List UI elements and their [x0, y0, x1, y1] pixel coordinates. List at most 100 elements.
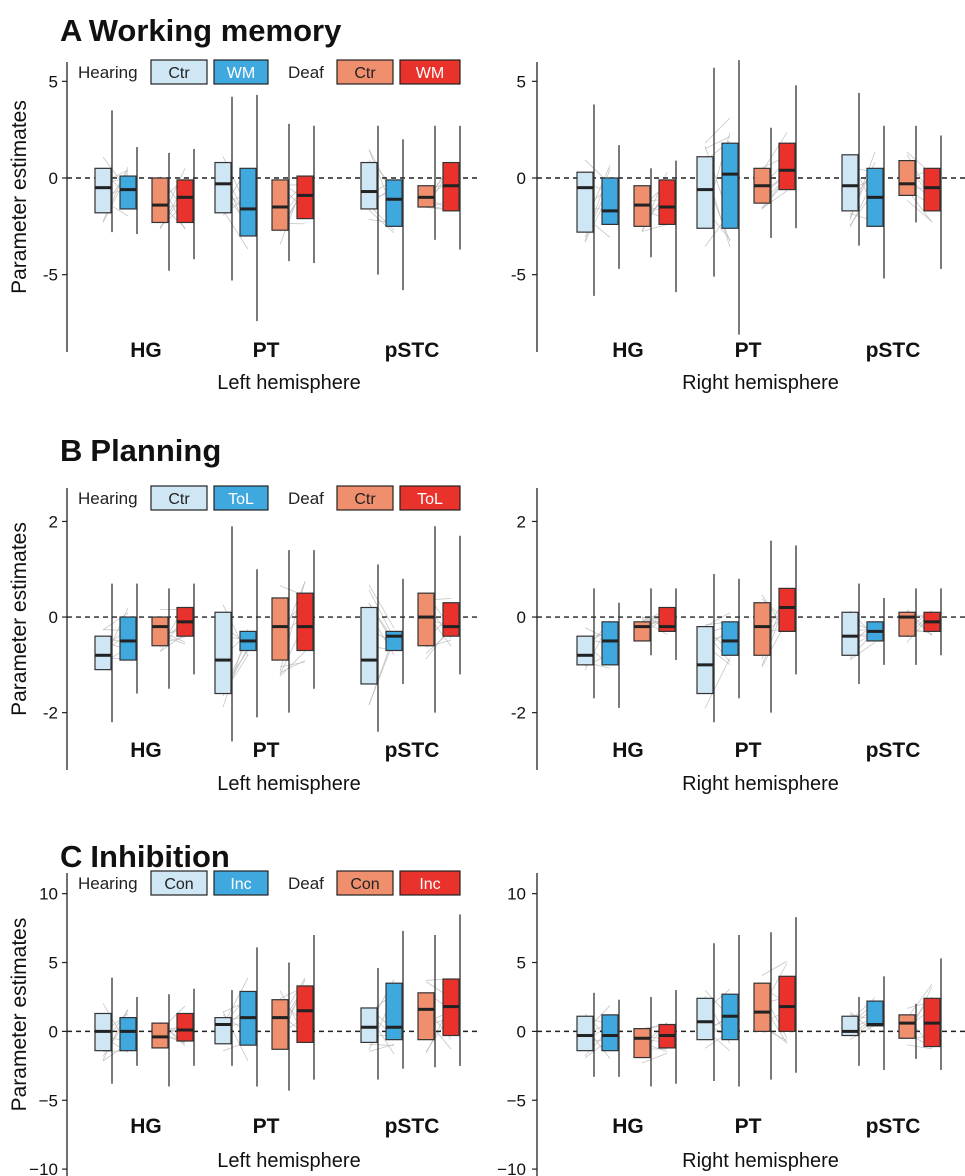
region-label-pstc: pSTC — [866, 1115, 921, 1138]
box-hearing-ctr — [842, 997, 859, 1066]
right-hemisphere-plot: 10 5 0 −5 −10 HG PT pSTC Right hemisphere — [497, 873, 965, 1176]
box-body — [867, 1001, 883, 1026]
panel-title-text: Planning — [90, 433, 221, 468]
legend-group-hearing: Hearing — [78, 63, 138, 82]
x-axis-label: Right hemisphere — [682, 773, 839, 795]
box-hearing-task — [602, 603, 619, 708]
legend-hearing-ctr-label: Con — [164, 876, 193, 893]
y-tick-label: 0 — [49, 1022, 58, 1041]
x-axis-label: Right hemisphere — [682, 372, 839, 394]
box-body — [297, 176, 313, 219]
region-pt-boxes — [697, 60, 796, 335]
legend-deaf-ctr-label: Con — [350, 876, 379, 893]
box-hearing-task — [722, 935, 739, 1087]
legend-hearing-task-label: ToL — [228, 491, 254, 508]
legend-hearing-task-label: WM — [227, 65, 255, 82]
region-label-pstc: pSTC — [385, 739, 440, 762]
legend-group-deaf: Deaf — [288, 489, 324, 508]
box-deaf-ctr — [418, 526, 435, 712]
box-deaf-task — [924, 958, 941, 1070]
x-axis-label: Left hemisphere — [217, 1150, 360, 1172]
box-body — [577, 1016, 593, 1050]
box-hearing-ctr — [215, 526, 232, 741]
box-deaf-task — [177, 989, 194, 1066]
panel-letter: A — [60, 13, 82, 48]
box-hearing-task — [120, 997, 137, 1066]
box-hearing-task — [602, 145, 619, 269]
box-body — [443, 603, 459, 636]
y-tick-label: 0 — [49, 169, 58, 188]
box-body — [386, 983, 402, 1039]
y-tick-label: 0 — [517, 608, 526, 627]
subject-line — [762, 961, 787, 975]
subject-line — [369, 1044, 394, 1045]
box-deaf-ctr — [418, 935, 435, 1067]
box-hearing-ctr — [95, 110, 112, 232]
y-tick-label: -5 — [511, 266, 526, 285]
box-body — [177, 180, 193, 223]
region-label-hg: HG — [130, 739, 162, 762]
box-hearing-ctr — [361, 564, 378, 731]
region-hg-boxes — [95, 110, 194, 270]
region-pstc-boxes — [842, 584, 941, 684]
box-body — [361, 607, 377, 683]
box-deaf-task — [297, 126, 314, 263]
region-label-pstc: pSTC — [866, 339, 921, 362]
box-body — [697, 157, 713, 229]
box-deaf-task — [443, 126, 460, 250]
box-hearing-task — [867, 126, 884, 279]
box-hearing-ctr — [697, 943, 714, 1081]
legend: Hearing Deaf Ctr ToL Ctr ToL — [78, 486, 460, 510]
y-axis-label: Parameter estimates — [8, 100, 31, 294]
box-hearing-ctr — [842, 93, 859, 246]
box-body — [120, 1018, 136, 1051]
box-deaf-ctr — [272, 963, 289, 1091]
box-body — [697, 627, 713, 694]
y-tick-label: −5 — [39, 1091, 58, 1110]
box-body — [152, 178, 168, 222]
subject-line — [705, 118, 730, 143]
subject-line — [280, 662, 305, 667]
box-hearing-task — [867, 598, 884, 665]
box-hearing-ctr — [842, 584, 859, 684]
box-body — [779, 143, 795, 189]
region-label-pt: PT — [735, 1115, 762, 1138]
panel-title-text: Inhibition — [90, 839, 229, 874]
box-body — [215, 163, 231, 213]
y-tick-label: 10 — [507, 885, 526, 904]
box-hearing-task — [120, 584, 137, 694]
box-deaf-ctr — [899, 588, 916, 664]
panel-title: A Working memory — [60, 13, 342, 48]
box-body — [842, 155, 858, 211]
region-hg-boxes — [95, 584, 194, 723]
box-hearing-ctr — [577, 105, 594, 296]
box-hearing-ctr — [697, 574, 714, 722]
panel-a: A Working memory Parameter estimates 5 0 -5 HG… — [8, 13, 965, 394]
panel-letter: C — [60, 839, 82, 874]
right-hemisphere-plot: 20-2HG PT pSTCRight hemisphere — [511, 488, 965, 795]
box-deaf-ctr — [754, 932, 771, 1079]
box-deaf-task — [443, 914, 460, 1066]
legend-deaf-ctr-label: Ctr — [354, 491, 376, 508]
region-label-hg: HG — [130, 1115, 162, 1138]
region-pt-boxes — [697, 917, 796, 1086]
region-hg-boxes — [577, 588, 676, 707]
box-deaf-ctr — [899, 126, 916, 223]
x-axis-label: Left hemisphere — [217, 372, 360, 394]
box-deaf-task — [779, 917, 796, 1073]
box-body — [602, 622, 618, 665]
region-pstc-boxes — [361, 526, 460, 732]
panel-title-text: Working memory — [89, 13, 342, 48]
box-deaf-ctr — [634, 168, 651, 257]
box-body — [272, 598, 288, 660]
y-tick-label: −5 — [507, 1091, 526, 1110]
region-pstc-boxes — [361, 126, 460, 290]
box-deaf-task — [297, 935, 314, 1080]
box-deaf-task — [924, 135, 941, 268]
y-tick-label: 5 — [49, 72, 58, 91]
box-body — [215, 612, 231, 693]
box-body — [722, 622, 738, 655]
box-body — [697, 998, 713, 1039]
box-body — [842, 612, 858, 655]
